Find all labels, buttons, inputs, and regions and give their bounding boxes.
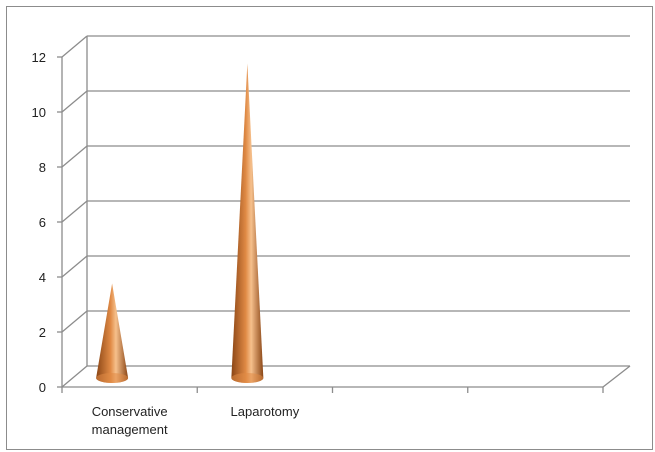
- category-labels: Conservative management Laparotomy: [92, 404, 300, 437]
- gridline-side: [61, 90, 88, 113]
- y-tick-label: 4: [39, 270, 46, 285]
- gridline-side: [61, 255, 88, 278]
- cone-bar: [96, 283, 129, 383]
- cone-base: [231, 373, 264, 383]
- gridline-side: [61, 365, 88, 388]
- y-tick-label: 0: [39, 380, 46, 395]
- y-tick-label: 2: [39, 325, 46, 340]
- category-label: Laparotomy: [231, 404, 300, 419]
- cone-shape: [231, 63, 264, 383]
- cone-base: [96, 373, 129, 383]
- cones: [96, 63, 264, 383]
- y-tick-label: 10: [32, 105, 46, 120]
- y-tick-labels: 0 2 4 6 8 10 12: [32, 50, 46, 395]
- y-tick-label: 8: [39, 160, 46, 175]
- gridline-side: [61, 35, 88, 58]
- cone-shape: [96, 283, 129, 383]
- floor-right-edge: [602, 365, 631, 388]
- axes: [57, 36, 631, 393]
- y-tick-label: 6: [39, 215, 46, 230]
- gridline-side: [61, 310, 88, 333]
- gridlines: [61, 35, 630, 388]
- gridline-side: [61, 200, 88, 223]
- y-tick-label: 12: [32, 50, 46, 65]
- cone-bar: [231, 63, 264, 383]
- category-label: Conservative management: [92, 404, 168, 437]
- gridline-side: [61, 145, 88, 168]
